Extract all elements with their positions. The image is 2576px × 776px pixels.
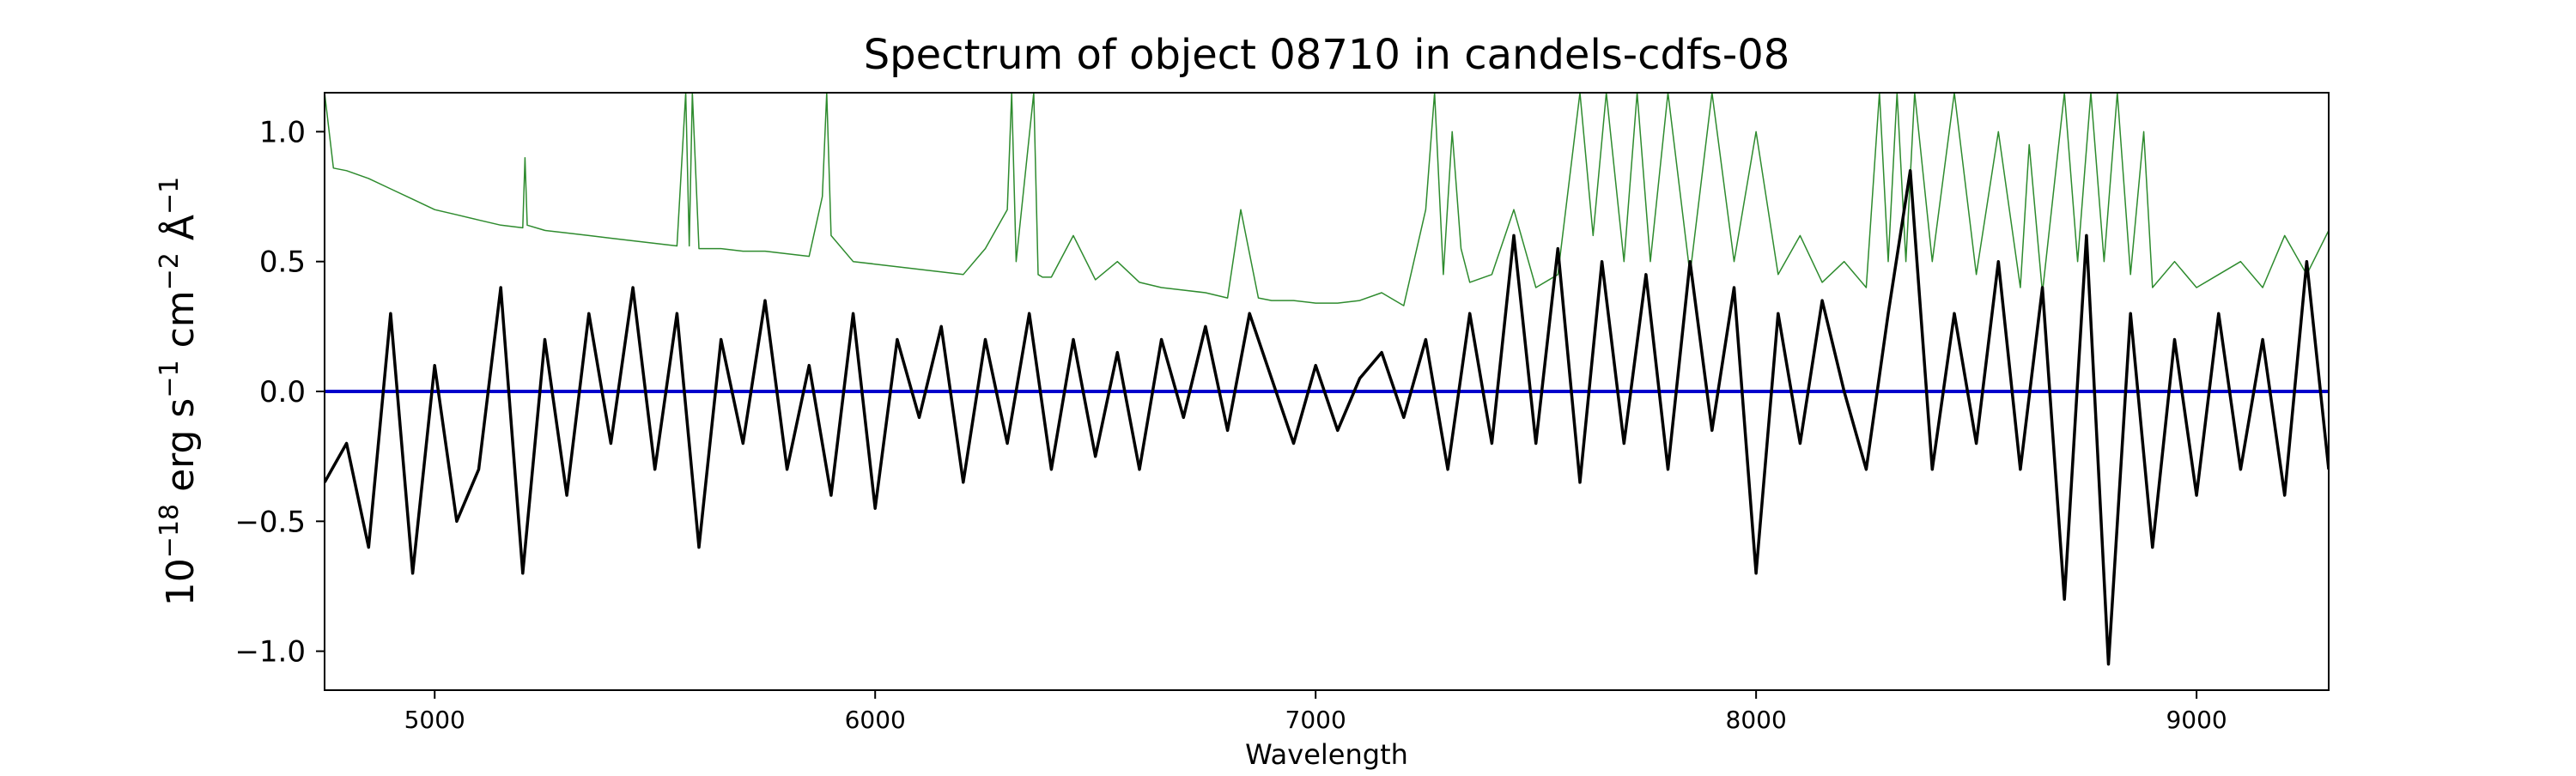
x-tick-label: 8000 [1726, 706, 1787, 734]
y-axis-label-power: 10 [159, 558, 203, 606]
x-tick-label: 9000 [2166, 706, 2227, 734]
y-tick-label: −0.5 [234, 505, 306, 539]
plot-area [325, 93, 2329, 666]
x-axis: 5000 6000 7000 8000 9000 [404, 690, 2227, 734]
x-tick-label: 7000 [1285, 706, 1346, 734]
y-tick-label: 1.0 [259, 115, 306, 149]
y-tick-label: 0.5 [259, 246, 306, 280]
y-tick-label: 0.0 [259, 375, 306, 409]
y-axis-label: 10−18 erg s−1 cm−2 Å−1 [155, 177, 203, 606]
x-axis-label: Wavelength [1245, 738, 1408, 771]
x-tick-label: 6000 [845, 706, 906, 734]
error-series-line [325, 93, 2329, 306]
y-axis: −1.0 −0.5 0.0 0.5 1.0 [234, 115, 325, 670]
x-tick-label: 5000 [404, 706, 465, 734]
y-tick-label: −1.0 [234, 635, 306, 670]
chart-title: Spectrum of object 08710 in candels-cdfs… [864, 31, 1790, 79]
flux-series-line [325, 169, 2329, 666]
